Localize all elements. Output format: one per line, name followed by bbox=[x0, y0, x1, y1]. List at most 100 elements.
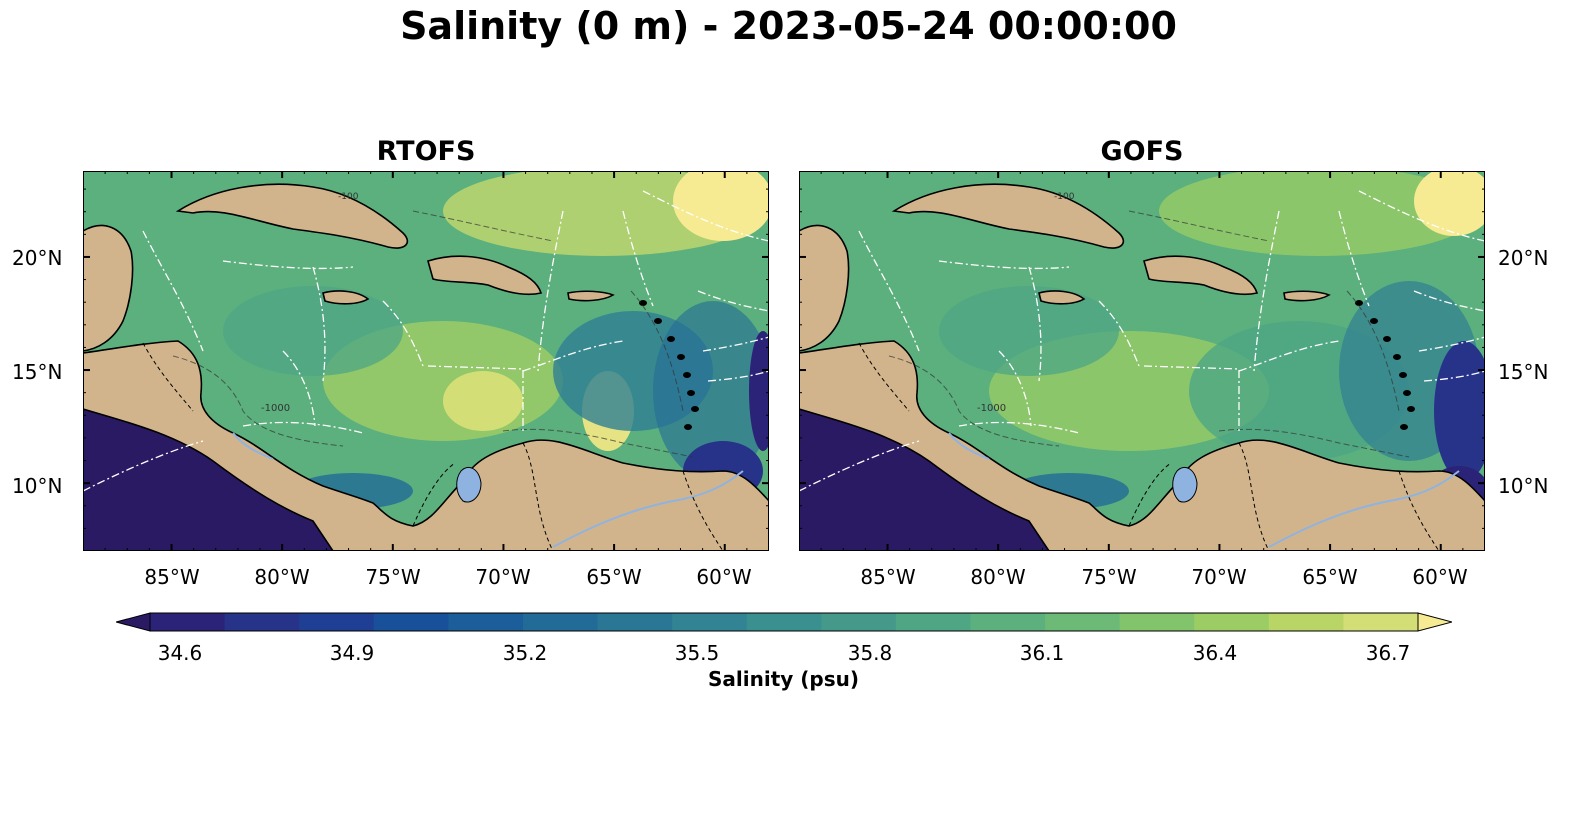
island bbox=[1399, 372, 1407, 378]
lon-tick-label: 60°W bbox=[696, 565, 752, 589]
hispaniola-land bbox=[427, 255, 543, 296]
colorbar-segment bbox=[1194, 613, 1270, 631]
eez-boundary bbox=[242, 421, 364, 434]
panel-title-rtofs: RTOFS bbox=[376, 136, 476, 167]
lon-tick-label: 70°W bbox=[475, 565, 531, 589]
island bbox=[683, 372, 691, 378]
lon-tick-label: 80°W bbox=[254, 565, 310, 589]
lat-tick-label-left: 10°N bbox=[12, 474, 63, 498]
cuba-land bbox=[891, 183, 1125, 249]
colorbar-segment bbox=[224, 613, 300, 631]
colorbar-segment bbox=[1343, 613, 1419, 631]
contour-label: -1000 bbox=[977, 403, 1006, 414]
colorbar-tick-label: 36.7 bbox=[1365, 641, 1411, 665]
colorbar-segment bbox=[522, 613, 599, 631]
eez-boundary bbox=[1418, 336, 1485, 352]
eez-boundary bbox=[697, 290, 769, 312]
eez-boundary bbox=[83, 440, 204, 492]
island bbox=[667, 336, 675, 342]
eez-boundary bbox=[958, 421, 1080, 434]
eez-boundary bbox=[642, 190, 769, 242]
country-border bbox=[1238, 442, 1270, 551]
bathymetry-contour bbox=[502, 428, 694, 458]
country-border bbox=[682, 470, 724, 551]
eez-boundary bbox=[222, 260, 354, 270]
island bbox=[684, 424, 692, 430]
lon-tick-label: 60°W bbox=[1412, 565, 1468, 589]
eez-boundary bbox=[938, 260, 1070, 270]
yucatan-land bbox=[799, 224, 850, 352]
low-salinity-patch bbox=[749, 331, 769, 451]
island bbox=[654, 318, 662, 324]
river bbox=[1268, 470, 1460, 548]
eez-boundary bbox=[622, 210, 654, 307]
island bbox=[1403, 390, 1411, 396]
lon-tick-label: 65°W bbox=[1302, 565, 1358, 589]
eez-boundary bbox=[1423, 370, 1485, 382]
jamaica-land bbox=[1038, 290, 1086, 305]
lon-tick-label: 65°W bbox=[586, 565, 642, 589]
puerto-rico-land bbox=[567, 290, 615, 302]
colorbar-segment bbox=[448, 613, 524, 631]
eez-boundary bbox=[1028, 266, 1042, 382]
river bbox=[948, 432, 990, 460]
country-border bbox=[1398, 470, 1440, 551]
bathymetry-contour bbox=[888, 355, 1060, 447]
high-salinity-patch bbox=[443, 371, 523, 431]
eez-boundary bbox=[522, 340, 624, 372]
eez-boundary bbox=[1413, 290, 1485, 312]
colorbar-tick-label: 35.2 bbox=[502, 641, 548, 665]
river bbox=[552, 470, 744, 548]
island bbox=[1355, 300, 1363, 306]
eez-boundary bbox=[799, 440, 920, 492]
figure-title: Salinity (0 m) - 2023-05-24 00:00:00 bbox=[400, 4, 1177, 48]
map-frame bbox=[83, 171, 769, 551]
puerto-rico-land bbox=[1283, 290, 1331, 302]
colorbar-segment bbox=[1045, 613, 1121, 631]
pacific-low-salinity bbox=[799, 409, 1049, 551]
island bbox=[1400, 424, 1408, 430]
eez-boundary bbox=[1358, 190, 1485, 242]
colorbar-segment bbox=[895, 613, 971, 631]
lon-tick-label: 70°W bbox=[1191, 565, 1247, 589]
eez-boundary bbox=[702, 336, 769, 352]
colorbar-segment bbox=[1268, 613, 1344, 631]
colorbar-segment bbox=[597, 613, 673, 631]
bathymetry-contour bbox=[1128, 210, 1270, 242]
eez-boundary bbox=[1238, 340, 1340, 372]
island bbox=[687, 390, 695, 396]
island bbox=[1407, 406, 1415, 412]
lon-tick-label: 75°W bbox=[1081, 565, 1137, 589]
island bbox=[1393, 354, 1401, 360]
contour-label: -1000 bbox=[261, 403, 290, 414]
eez-boundary bbox=[707, 370, 769, 382]
colorbar-segment bbox=[1119, 613, 1195, 631]
colorbar-tick-label: 35.8 bbox=[847, 641, 893, 665]
lat-tick-label-left: 15°N bbox=[12, 360, 63, 384]
eez-boundary bbox=[1338, 210, 1370, 307]
bathymetry-contour bbox=[630, 290, 684, 412]
colorbar-tick-label: 35.5 bbox=[674, 641, 720, 665]
colorbar-segment bbox=[373, 613, 449, 631]
island bbox=[1370, 318, 1378, 324]
colorbar-frame bbox=[149, 612, 1419, 632]
country-border bbox=[142, 342, 194, 412]
lat-tick-label-right: 10°N bbox=[1498, 474, 1549, 498]
lon-tick-label: 80°W bbox=[970, 565, 1026, 589]
high-salinity-patch bbox=[673, 171, 769, 241]
colorbar-segment bbox=[746, 613, 822, 631]
salinity-colorbar bbox=[116, 612, 1452, 632]
lake-maracaibo bbox=[456, 467, 482, 503]
eez-boundary bbox=[312, 266, 326, 382]
lat-tick-label-right: 20°N bbox=[1498, 246, 1549, 270]
eez-boundary bbox=[142, 230, 204, 352]
contour-label: -100 bbox=[338, 192, 359, 202]
bathymetry-contour bbox=[1218, 428, 1410, 458]
colorbar-segment bbox=[672, 613, 748, 631]
bathymetry-contour bbox=[172, 355, 344, 447]
pacific-low-salinity bbox=[83, 409, 333, 551]
panel-title-gofs: GOFS bbox=[1100, 136, 1184, 167]
colorbar-extend-high bbox=[1417, 612, 1452, 632]
eez-boundary bbox=[1098, 300, 1140, 367]
jamaica-land bbox=[322, 290, 370, 305]
